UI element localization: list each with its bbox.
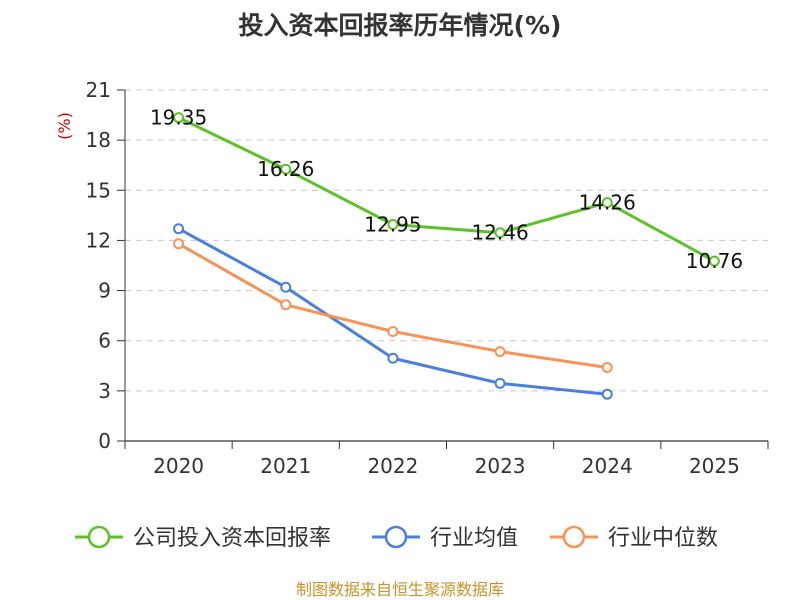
x-tick-label: 2025: [689, 454, 740, 478]
data-point-series-1[interactable]: [387, 352, 399, 364]
y-tick-label: 12: [86, 228, 111, 252]
legend-label: 行业均值: [430, 526, 518, 551]
y-tick-label: 6: [98, 329, 111, 353]
data-point-series-2[interactable]: [601, 361, 613, 373]
chart-title: 投入资本回报率历年情况(%): [239, 11, 562, 40]
data-point-series-0[interactable]: [173, 112, 185, 124]
data-label: 12.95: [364, 213, 421, 237]
data-label: 14.26: [579, 191, 636, 215]
data-point-series-0[interactable]: [601, 197, 613, 209]
data-point-series-0[interactable]: [708, 255, 720, 267]
data-point-series-1[interactable]: [494, 377, 506, 389]
legend-item-1[interactable]: 行业均值: [372, 525, 518, 551]
series-line-1: [177, 227, 608, 396]
series-line-0: [177, 116, 716, 263]
y-tick-label: 9: [98, 279, 111, 303]
x-tick-label: 2024: [582, 454, 633, 478]
y-tick-label: 0: [98, 429, 111, 453]
data-point-series-1[interactable]: [601, 388, 613, 400]
data-label: 12.46: [471, 221, 528, 245]
x-tick-label: 2022: [367, 454, 418, 478]
data-point-series-0[interactable]: [494, 227, 506, 239]
y-tick-label: 21: [86, 78, 111, 102]
legend-label: 公司投入资本回报率: [133, 526, 331, 551]
data-point-series-2[interactable]: [173, 238, 185, 250]
data-point-series-0[interactable]: [280, 163, 292, 175]
data-point-series-2[interactable]: [280, 299, 292, 311]
legend-label: 行业中位数: [608, 526, 718, 551]
data-label-layer: 19.35 16.26 12.95 12.46 14.26 10.76: [150, 106, 743, 274]
x-tick-label: 2020: [153, 454, 204, 478]
data-label: 10.76: [686, 249, 743, 273]
data-point-series-2[interactable]: [494, 346, 506, 358]
legend-item-2[interactable]: 行业中位数: [550, 525, 718, 551]
legend-marker: [87, 525, 111, 549]
y-tick-label: 15: [86, 178, 111, 202]
axis-layer: 0 3 6 9 12 15 18 21 2020 2021 2022 2023 2024 2025: [86, 78, 769, 478]
x-tick-label: 2021: [260, 454, 311, 478]
data-point-series-0[interactable]: [387, 219, 399, 231]
data-point-series-1[interactable]: [280, 281, 292, 293]
legend-item-0[interactable]: 公司投入资本回报率: [75, 525, 331, 551]
data-label: 16.26: [257, 157, 314, 181]
y-axis-label: (%): [55, 112, 74, 140]
data-point-series-2[interactable]: [387, 326, 399, 338]
y-tick-label: 3: [98, 379, 111, 403]
source-note: 制图数据来自恒生聚源数据库: [296, 580, 504, 599]
data-label: 19.35: [150, 106, 207, 130]
x-tick-label: 2023: [475, 454, 526, 478]
legend-marker: [562, 525, 586, 549]
data-point-series-1[interactable]: [173, 223, 185, 235]
legend-marker: [384, 525, 408, 549]
series-layer: [173, 112, 720, 400]
grid-layer: [125, 89, 768, 392]
y-tick-label: 18: [86, 128, 111, 152]
legend[interactable]: 公司投入资本回报率 行业均值 行业中位数: [75, 525, 718, 551]
